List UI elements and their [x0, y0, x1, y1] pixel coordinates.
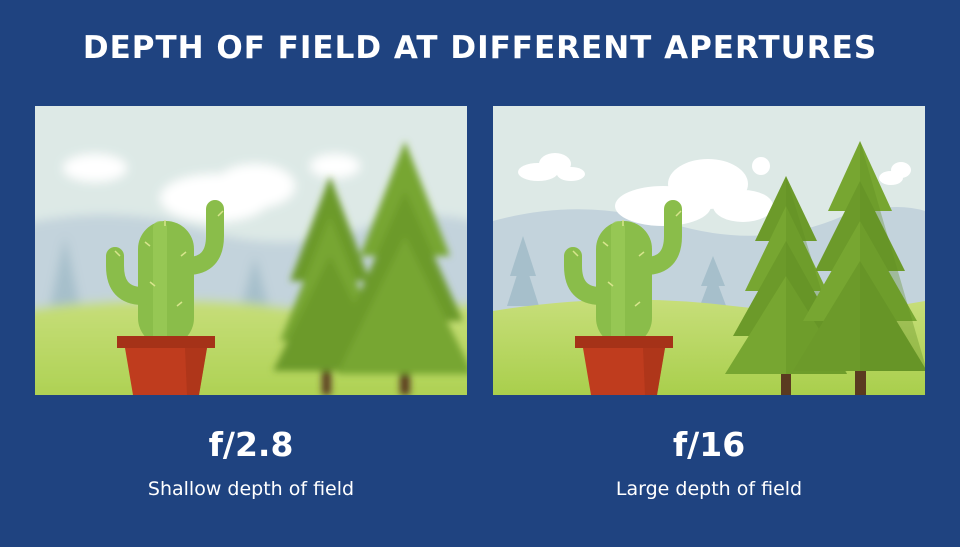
- pot: [117, 336, 215, 395]
- scene-shallow-dof: [35, 106, 467, 395]
- description-right: Large depth of field: [615, 478, 803, 500]
- clouds: [518, 153, 911, 226]
- aperture-label-left: f/2.8: [208, 425, 294, 464]
- trees-sharp: [725, 141, 925, 395]
- distant-trees: [507, 236, 728, 311]
- scene-illustration-right: [493, 106, 925, 395]
- scene-illustration-left: [35, 106, 467, 395]
- blurred-trees: [273, 141, 467, 395]
- scene-large-dof: [493, 106, 925, 395]
- cactus-sharp: [564, 200, 682, 346]
- description-left: Shallow depth of field: [147, 478, 355, 500]
- aperture-label-right: f/16: [672, 425, 746, 464]
- pot: [575, 336, 673, 395]
- diagram-title: DEPTH OF FIELD AT DIFFERENT APERTURES: [82, 30, 878, 66]
- cactus-sharp: [106, 200, 224, 346]
